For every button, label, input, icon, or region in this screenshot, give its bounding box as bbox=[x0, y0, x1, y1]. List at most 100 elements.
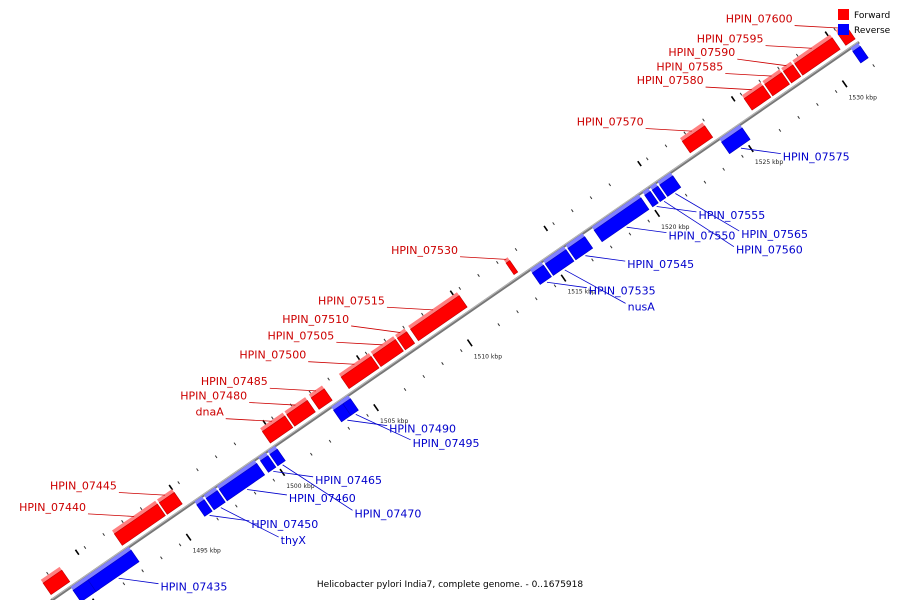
minor-tick bbox=[552, 222, 555, 226]
gene-arrow bbox=[113, 503, 166, 546]
minor-tick bbox=[647, 219, 650, 223]
gene-label-connector bbox=[675, 193, 740, 232]
gene-arrow bbox=[396, 331, 416, 351]
minor-tick bbox=[778, 128, 782, 132]
gene-feature bbox=[543, 246, 575, 276]
minor-tick bbox=[178, 543, 182, 547]
gene-label: HPIN_07465 bbox=[315, 474, 382, 487]
gene-label: HPIN_07595 bbox=[697, 33, 764, 46]
minor-tick bbox=[441, 362, 444, 366]
minor-tick bbox=[645, 157, 649, 161]
minor-tick bbox=[121, 520, 124, 524]
gene-label-connector bbox=[118, 577, 159, 585]
minor-tick bbox=[458, 286, 462, 290]
minor-tick bbox=[253, 491, 257, 495]
gene-label-connector bbox=[347, 419, 388, 427]
gene-bevel bbox=[395, 328, 407, 339]
minor-tick bbox=[310, 452, 313, 456]
minor-tick bbox=[702, 118, 705, 122]
minor-tick bbox=[741, 154, 744, 158]
genome-backbone-highlight bbox=[51, 41, 859, 600]
minor-tick bbox=[589, 196, 593, 200]
gene-label-connector bbox=[87, 513, 135, 517]
minor-tick bbox=[160, 556, 163, 560]
minor-tick bbox=[235, 504, 238, 508]
major-tick bbox=[466, 339, 473, 347]
gene-feature bbox=[850, 43, 869, 64]
gene-bevel bbox=[308, 385, 325, 398]
gene-feature bbox=[216, 460, 266, 502]
gene-feature bbox=[370, 336, 404, 368]
minor-tick bbox=[797, 115, 800, 119]
gene-bevel bbox=[408, 292, 460, 330]
gene-label-connector bbox=[269, 387, 316, 392]
gene-bevel bbox=[70, 574, 92, 591]
minor-tick bbox=[477, 273, 480, 277]
gene-label-connector bbox=[585, 255, 626, 262]
gene-label: HPIN_07435 bbox=[160, 581, 227, 594]
gene-feature bbox=[781, 61, 802, 84]
minor-tick bbox=[233, 442, 237, 446]
gene-label: HPIN_07550 bbox=[668, 230, 735, 243]
gene-arrow bbox=[644, 190, 659, 208]
minor-tick bbox=[684, 193, 688, 197]
minor-tick bbox=[591, 258, 594, 262]
gene-feature bbox=[649, 182, 667, 203]
gene-bevel bbox=[781, 61, 793, 72]
gene-feature bbox=[657, 172, 682, 197]
major-tick bbox=[748, 144, 754, 153]
gene-bevel bbox=[370, 336, 396, 356]
minor-tick bbox=[833, 27, 836, 31]
gene-label: HPIN_07515 bbox=[318, 294, 385, 307]
minor-tick bbox=[196, 468, 199, 472]
gene-label: HPIN_07505 bbox=[267, 329, 334, 342]
minor-tick bbox=[795, 53, 799, 57]
gene-bevel bbox=[503, 257, 510, 264]
gene-bevel bbox=[649, 182, 658, 191]
gene-feature bbox=[112, 500, 166, 546]
gene-feature bbox=[194, 496, 213, 517]
gene-feature bbox=[258, 452, 277, 473]
gene-label: HPIN_07490 bbox=[389, 423, 456, 436]
gene-label: HPIN_07545 bbox=[627, 258, 694, 271]
minor-tick bbox=[872, 64, 875, 68]
gene-bevel bbox=[642, 188, 651, 196]
gene-arrow bbox=[410, 295, 468, 342]
gene-feature bbox=[679, 122, 714, 154]
major-tick bbox=[841, 80, 848, 88]
gene-bevel bbox=[792, 34, 833, 64]
gene-arrow bbox=[42, 569, 71, 596]
gene-bevel bbox=[850, 43, 861, 52]
major-tick bbox=[168, 484, 174, 491]
gene-layer bbox=[40, 24, 869, 600]
minor-tick bbox=[777, 66, 780, 70]
gene-feature bbox=[503, 257, 519, 276]
major-tick bbox=[560, 274, 567, 282]
gene-arrow bbox=[852, 45, 869, 64]
gene-bevel bbox=[194, 496, 205, 505]
gene-arrow bbox=[372, 339, 404, 368]
major-tick bbox=[730, 95, 736, 102]
gene-label-connector bbox=[705, 86, 752, 91]
gene-arrow bbox=[342, 398, 359, 416]
minor-tick bbox=[703, 180, 707, 184]
gene-label: HPIN_07565 bbox=[741, 228, 808, 241]
major-tick bbox=[637, 160, 642, 167]
genome-backbone bbox=[50, 41, 860, 600]
gene-label-connector bbox=[794, 25, 841, 29]
gene-bevel bbox=[657, 172, 673, 185]
minor-tick bbox=[816, 102, 819, 107]
major-tick bbox=[74, 549, 80, 556]
gene-feature bbox=[284, 397, 316, 427]
minor-tick bbox=[83, 545, 87, 549]
minor-tick bbox=[739, 92, 743, 96]
minor-tick bbox=[496, 260, 499, 265]
gene-arrow bbox=[205, 490, 226, 511]
gene-label-connector bbox=[564, 269, 626, 304]
gene-arrow bbox=[340, 355, 380, 390]
minor-tick bbox=[327, 377, 330, 381]
gene-label-connector bbox=[626, 226, 667, 234]
minor-tick bbox=[272, 478, 276, 482]
gene-label: HPIN_07585 bbox=[656, 60, 723, 73]
